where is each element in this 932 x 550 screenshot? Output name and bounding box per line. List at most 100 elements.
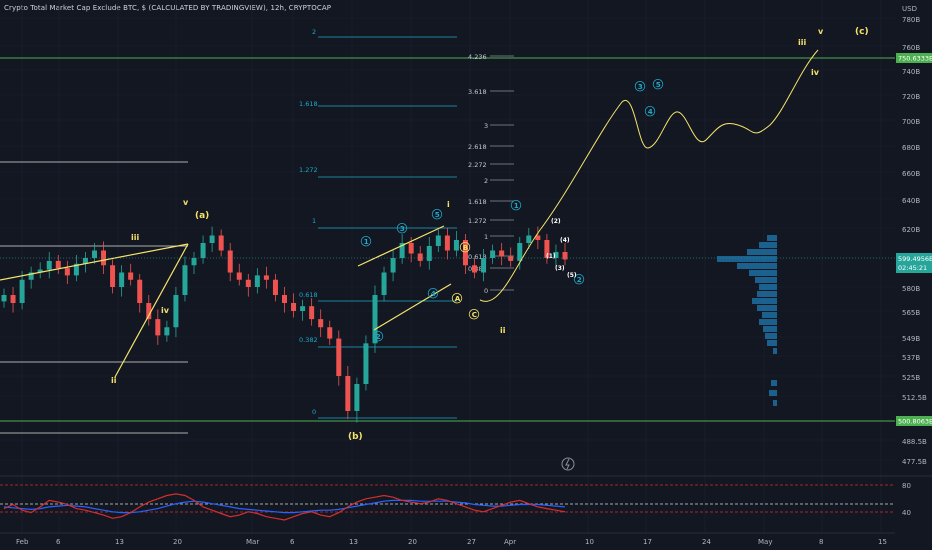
lightning-icon[interactable] (561, 457, 575, 471)
rsi-panel (0, 484, 895, 521)
price-tick-label: 740B (902, 68, 920, 76)
candle-body (37, 269, 43, 273)
candle-body (490, 250, 496, 258)
wave-label: v (183, 198, 189, 207)
wave-trendlines[interactable] (0, 225, 452, 378)
candle-body (435, 235, 441, 246)
candle-body (426, 246, 432, 261)
fib-small-label: 2.618 (468, 143, 487, 151)
time-tick-label: 13 (115, 538, 124, 546)
time-tick-label: 24 (702, 538, 711, 546)
rsi-axis: 80 40 (902, 482, 911, 517)
candle-body (481, 258, 487, 273)
volume-profile-bar (771, 380, 777, 386)
fib-small-label: 0.618 (468, 253, 487, 261)
price-tick-label: 549B (902, 335, 920, 343)
volume-profile-bar (769, 390, 777, 396)
wave-label: iv (161, 306, 170, 315)
fib-small-label: 0.382 (468, 265, 487, 273)
fib-level-label: 1.272 (299, 166, 318, 174)
price-tick-label: 620B (902, 226, 920, 234)
wave-label: 5 (656, 80, 661, 89)
price-tick-label: 565B (902, 309, 920, 317)
candle-body (526, 235, 532, 243)
candle-body (272, 279, 278, 295)
volume-profile (717, 235, 777, 406)
candle-body (508, 256, 514, 261)
volume-profile-bar (752, 298, 777, 304)
fib-small-label: 2 (484, 177, 488, 185)
candle-body (372, 295, 378, 344)
candle-body (381, 272, 387, 295)
price-tick-label: 760B (902, 44, 920, 52)
candle-body (46, 260, 52, 270)
candle-body (354, 384, 360, 411)
candle-body (164, 327, 170, 336)
candle-body (173, 295, 179, 328)
candle-body (472, 265, 478, 273)
price-tick-label: 488.5B (902, 438, 927, 446)
price-candles (1, 226, 568, 423)
price-axis[interactable]: 780B760B740B720B700B680B660B640B620B600B… (902, 16, 927, 466)
wave-label: 1 (514, 201, 519, 210)
currency-label: USD (902, 5, 917, 13)
candle-body (544, 240, 550, 258)
wave-label: C (472, 310, 477, 319)
rsi-moving-average (3, 499, 566, 514)
fib-small-label: 1 (484, 233, 488, 241)
fib-level-label: 0 (312, 408, 316, 416)
candle-body (535, 235, 541, 240)
volume-profile-bar (759, 319, 777, 325)
volume-profile-bar (759, 242, 777, 248)
candle-body (309, 306, 315, 320)
wave-label: (3) (555, 265, 565, 272)
candle-body (444, 235, 450, 251)
volume-profile-bar (717, 256, 777, 262)
time-tick-label: 15 (878, 538, 887, 546)
wave-label: 2 (577, 275, 582, 284)
candle-body (345, 376, 351, 411)
candle-body (263, 275, 269, 280)
candle-body (517, 243, 523, 261)
volume-profile-bar (765, 333, 777, 339)
wave-label: (a) (195, 211, 209, 221)
wave-label-circle (573, 274, 585, 285)
time-tick-label: 10 (585, 538, 594, 546)
candle-body (408, 243, 414, 254)
volume-profile-bar (763, 326, 777, 332)
candle-body (227, 250, 233, 273)
wave-label: 4 (431, 289, 436, 298)
svg-text:500.8063B: 500.8063B (898, 418, 932, 426)
candle-body (390, 258, 396, 273)
fib-small-label: 1.272 (468, 217, 487, 225)
candle-body (137, 279, 143, 303)
price-tag-lower: 500.8063B (896, 416, 932, 426)
wave-label-circle (459, 241, 471, 253)
candle-body (399, 243, 405, 258)
candle-body (318, 319, 324, 328)
wave-label: i (447, 200, 450, 209)
volume-profile-bar (767, 235, 777, 241)
candle-body (363, 343, 369, 384)
fib-small-label: 2.272 (468, 161, 487, 169)
chart-title: Crypto Total Market Cap Exclude BTC, $ (… (4, 4, 332, 12)
candle-body (553, 252, 559, 258)
svg-text:599.4956B: 599.4956B (898, 255, 932, 263)
wave-label: iii (131, 233, 139, 242)
volume-profile-bar (757, 305, 777, 311)
fib-level-label: 2 (312, 28, 316, 36)
price-tag-upper: 750.6333B (896, 53, 932, 63)
price-tick-label: 537B (902, 354, 920, 362)
candle-body (128, 272, 134, 280)
fib-level-label: 0.618 (299, 291, 318, 299)
candle-body (182, 265, 188, 295)
wave-label: (4) (560, 237, 570, 244)
wave-label: A (455, 294, 461, 303)
candle-body (327, 327, 333, 339)
time-axis[interactable]: Feb 6 13 20 Mar 6 13 20 27 Apr 10 17 24 May 8 15 (16, 538, 887, 546)
fib-level-label: 1 (312, 217, 316, 225)
projection-path[interactable] (479, 49, 819, 302)
candle-body (91, 250, 97, 258)
candle-body (282, 295, 287, 303)
